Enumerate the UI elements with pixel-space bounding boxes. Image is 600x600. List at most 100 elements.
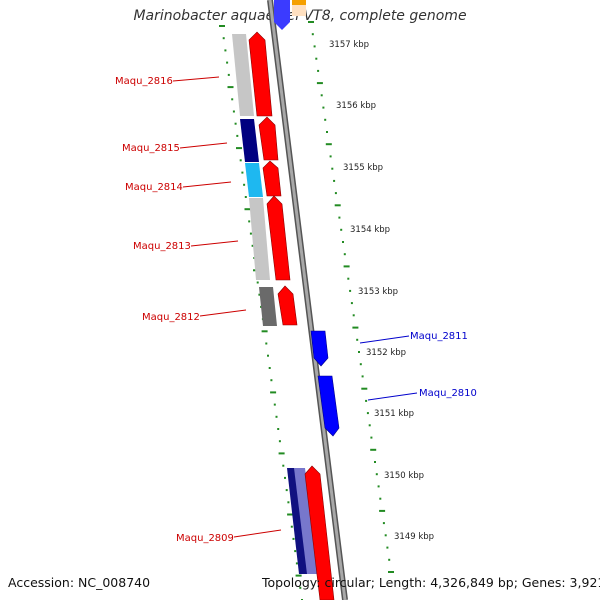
- scale-tick: [382, 522, 385, 525]
- cds-maqu-2811[interactable]: [310, 330, 329, 367]
- label-maqu-2809[interactable]: Maqu_2809: [176, 533, 234, 544]
- label-maqu-2810[interactable]: Maqu_2810: [419, 388, 477, 399]
- scale-tick: [299, 586, 302, 589]
- label-maqu-2813[interactable]: Maqu_2813: [133, 241, 191, 252]
- scale-tick: [375, 473, 378, 476]
- gene-maqu-2809-inner[interactable]: [294, 468, 318, 574]
- scale-label: 3149 kbp: [394, 532, 434, 542]
- label-maqu-2812[interactable]: Maqu_2812: [142, 312, 200, 323]
- cds-maqu-2812[interactable]: [277, 285, 298, 326]
- scale-tick: [370, 436, 373, 439]
- scale-tick: [359, 363, 362, 366]
- scale-tick: [232, 110, 235, 113]
- scale-tick: [356, 338, 359, 341]
- scale-tick: [239, 159, 242, 162]
- scale-tick: [377, 485, 380, 488]
- scale-tick: [374, 461, 376, 463]
- scale-tick-major: [361, 387, 368, 390]
- scale-tick: [268, 367, 271, 369]
- scale-tick: [273, 403, 276, 406]
- scale-tick: [236, 134, 239, 137]
- scale-tick: [366, 412, 369, 415]
- cds-maqu-2816[interactable]: [248, 31, 273, 117]
- cds-maqu-2813[interactable]: [266, 195, 291, 281]
- cds-maqu-2815[interactable]: [258, 116, 279, 161]
- scale-tick: [368, 424, 371, 427]
- cds-maqu-2814[interactable]: [262, 160, 282, 197]
- leader-maqu-2816: [172, 76, 220, 82]
- scale-tick-major: [278, 452, 285, 455]
- gene-maqu-2816[interactable]: [232, 34, 254, 116]
- scale-tick: [320, 94, 323, 97]
- backbone: [268, 0, 347, 600]
- scale-tick: [265, 342, 268, 345]
- scale-tick: [342, 241, 344, 243]
- leader-maqu-2811: [359, 335, 410, 344]
- outer-scale-ticks: [308, 21, 394, 573]
- scale-tick: [350, 302, 353, 305]
- leader-maqu-2810: [367, 392, 418, 401]
- label-maqu-2816[interactable]: Maqu_2816: [115, 76, 173, 87]
- scale-tick: [326, 131, 328, 133]
- scale-label: 3153 kbp: [358, 287, 398, 297]
- scale-tick: [241, 171, 244, 174]
- scale-tick: [285, 489, 288, 492]
- topology-text: Topology: circular; Length: 4,326,849 bp…: [262, 575, 600, 590]
- leader-maqu-2814: [182, 181, 232, 188]
- gene-maqu-2813[interactable]: [249, 198, 270, 280]
- scale-tick: [243, 183, 246, 186]
- scale-tick: [290, 525, 293, 528]
- scale-tick-major: [370, 448, 377, 451]
- scale-tick: [343, 253, 346, 256]
- scale-label: 3152 kbp: [366, 348, 406, 358]
- scale-tick: [317, 69, 320, 72]
- scale-tick: [249, 232, 252, 235]
- scale-tick-major: [244, 208, 251, 211]
- scale-tick-major: [219, 25, 225, 27]
- scale-tick: [267, 354, 269, 357]
- scale-tick: [231, 98, 234, 101]
- scale-tick: [379, 497, 382, 500]
- gene-maqu-2814[interactable]: [245, 163, 263, 197]
- label-maqu-2811[interactable]: Maqu_2811: [410, 331, 468, 342]
- scale-tick: [386, 546, 389, 549]
- scale-tick: [251, 244, 254, 247]
- scale-tick-major: [316, 82, 323, 85]
- label-maqu-2815[interactable]: Maqu_2815: [122, 143, 180, 154]
- cds-maqu-2810[interactable]: [317, 375, 340, 437]
- gene-maqu-2815[interactable]: [240, 119, 259, 162]
- scale-tick: [315, 57, 318, 60]
- scale-tick-major: [325, 143, 332, 146]
- scale-tick: [313, 45, 316, 48]
- scale-tick-major: [227, 86, 234, 89]
- scale-tick: [352, 314, 355, 317]
- scale-tick: [224, 49, 227, 52]
- scale-tick-major: [270, 391, 277, 394]
- scale-tick: [222, 37, 225, 40]
- scale-tick: [227, 73, 230, 76]
- gene-maqu-2812[interactable]: [259, 287, 277, 326]
- cds-maqu-2809[interactable]: [304, 465, 335, 600]
- leader-maqu-2815: [179, 142, 228, 149]
- scale-label: 3154 kbp: [350, 225, 390, 235]
- scale-tick: [282, 464, 285, 467]
- scale-tick-major: [352, 326, 359, 329]
- scale-tick: [294, 550, 297, 553]
- scale-tick: [349, 289, 352, 292]
- scale-tick-major: [379, 509, 386, 512]
- leader-maqu-2813: [190, 240, 239, 247]
- scale-tick: [329, 155, 332, 158]
- scale-tick: [311, 33, 314, 36]
- label-maqu-2814[interactable]: Maqu_2814: [125, 182, 183, 193]
- scale-label: 3157 kbp: [329, 40, 369, 50]
- cds-partial-top[interactable]: [274, 0, 290, 30]
- scale-tick: [322, 106, 325, 109]
- scale-tick: [248, 220, 251, 223]
- scale-tick: [361, 375, 364, 378]
- scale-tick: [234, 122, 237, 125]
- scale-tick: [338, 216, 341, 219]
- scale-tick: [334, 192, 337, 195]
- feature-partial-top-orange[interactable]: [292, 0, 306, 5]
